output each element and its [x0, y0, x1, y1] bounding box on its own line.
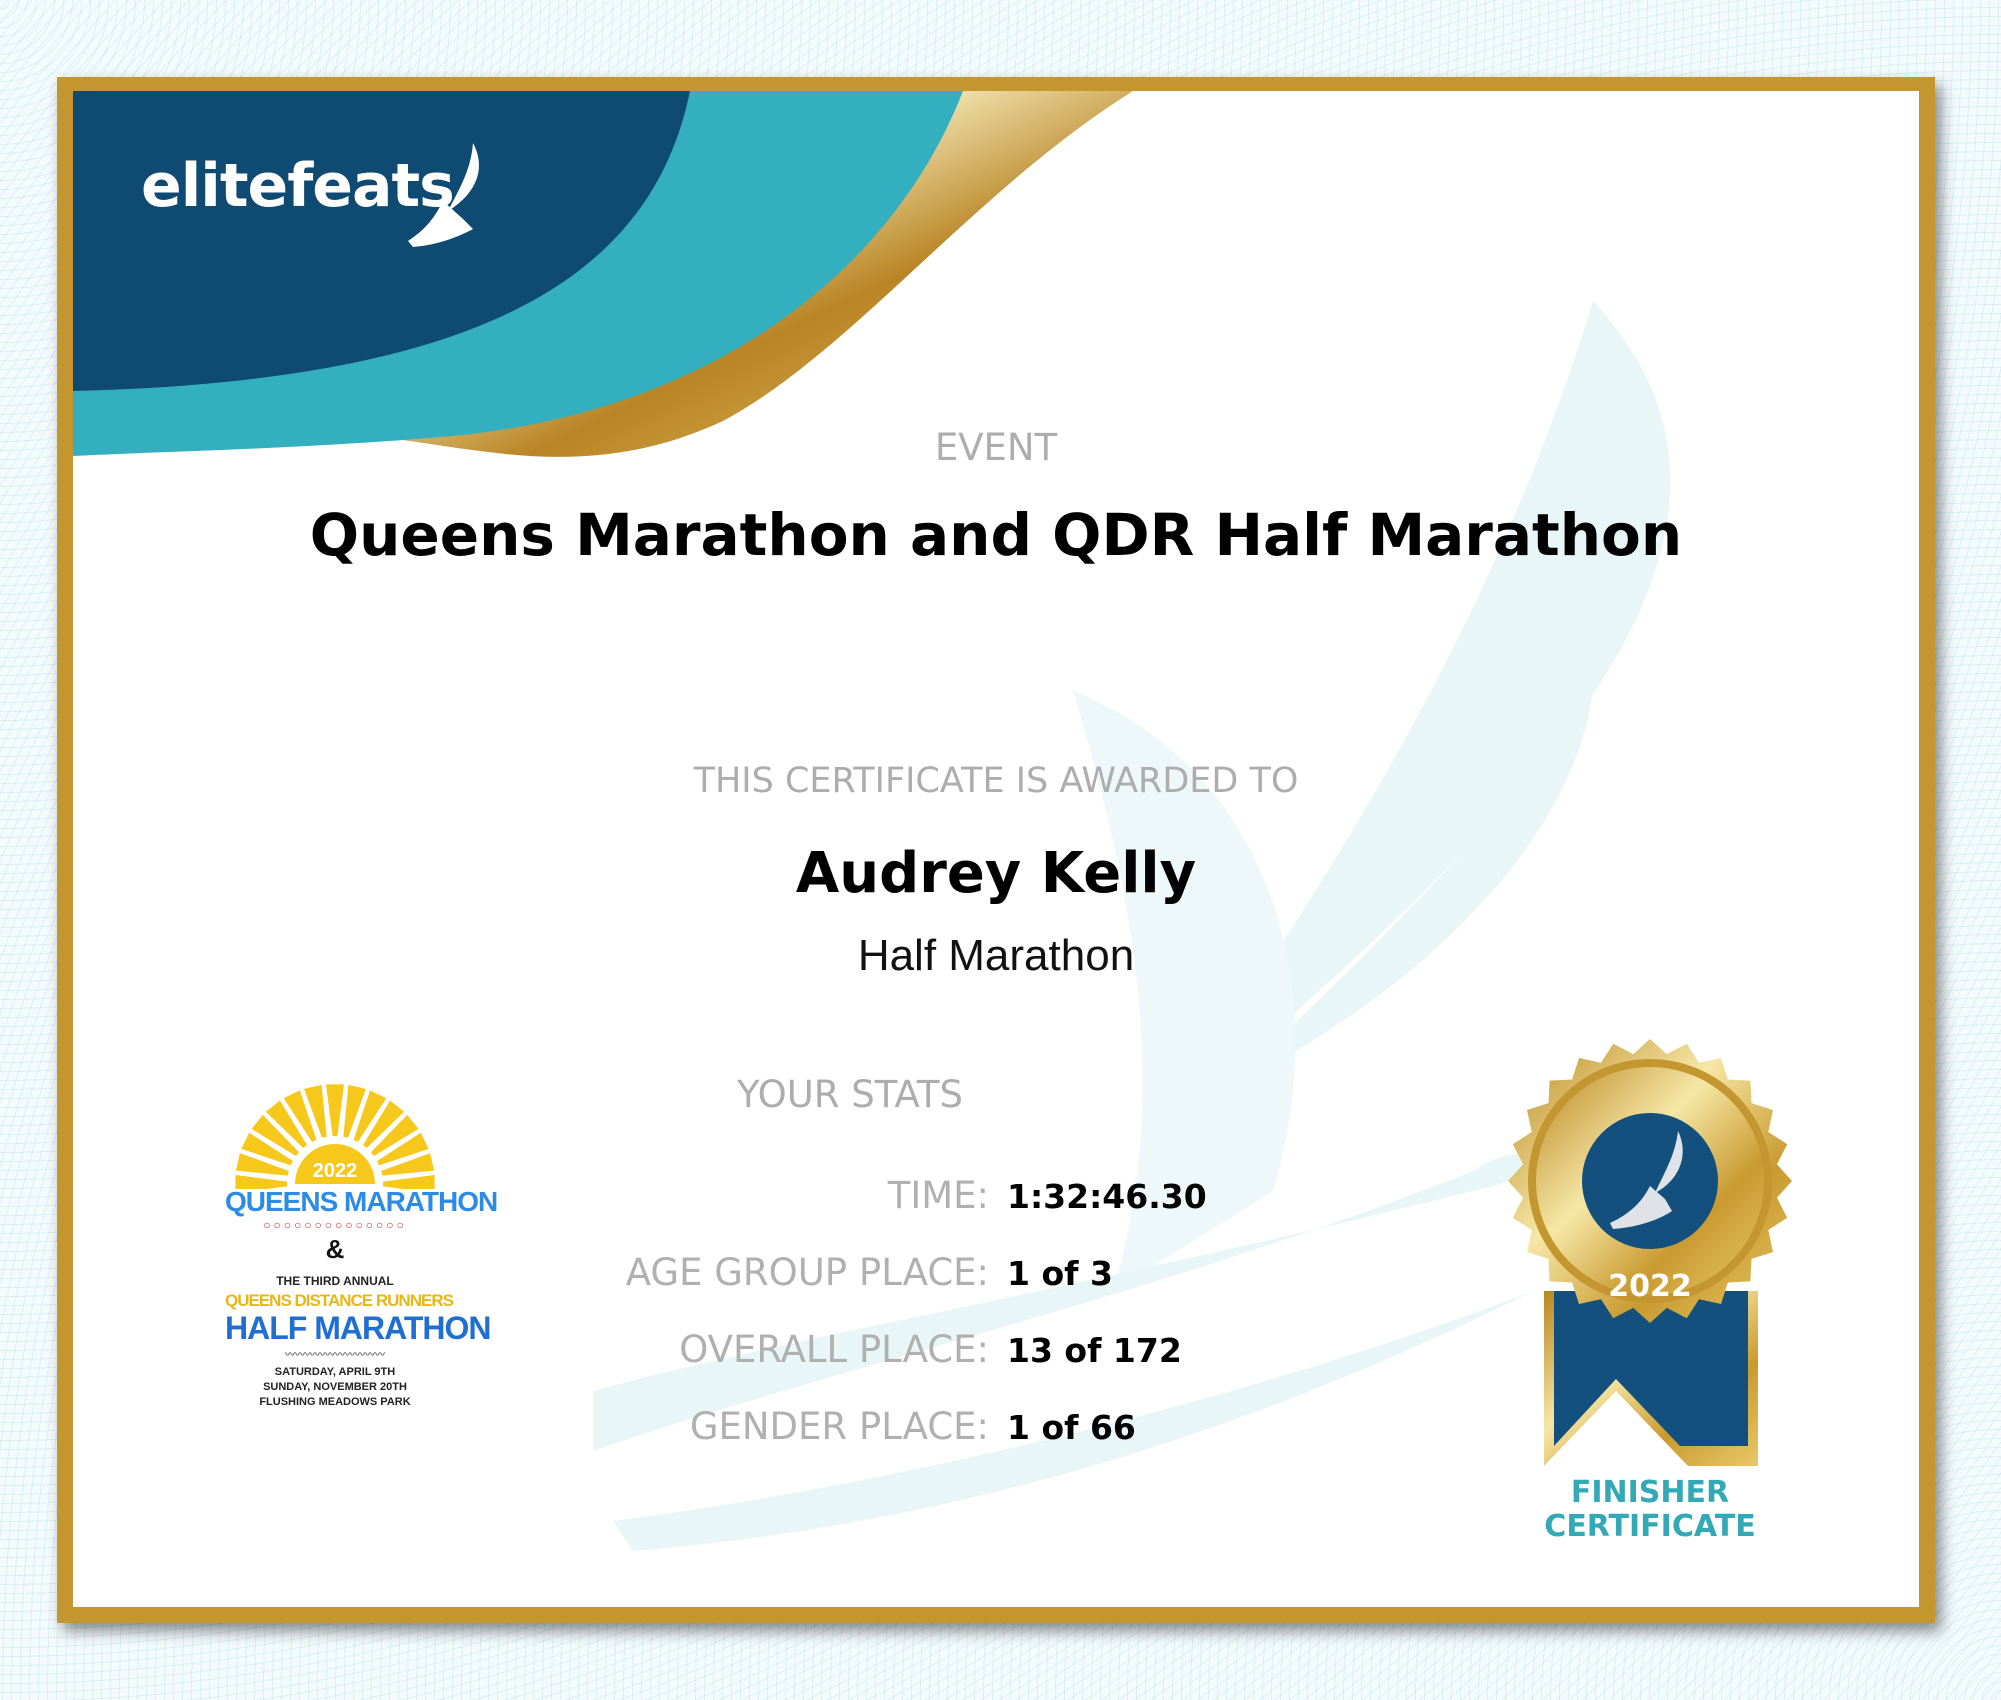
sun-ray — [283, 1090, 317, 1142]
certificate-frame: elitefeats EVENT Queens Marathon and QDR… — [57, 77, 1935, 1623]
awarded-to-label: THIS CERTIFICATE IS AWARDED TO — [693, 761, 1299, 801]
sun-ray — [382, 1175, 435, 1189]
caption-line1: FINISHER — [1570, 1475, 1730, 1510]
logo-wave: 〰〰〰〰〰〰〰〰〰〰 — [285, 1350, 385, 1361]
sun-ray — [241, 1132, 293, 1166]
sun-ray — [381, 1153, 435, 1176]
event-label: EVENT — [934, 426, 1058, 469]
logo-line2: THE THIRD ANNUAL — [276, 1274, 394, 1288]
stat-value: 1:32:46.30 — [1007, 1177, 1207, 1216]
sun-ray — [235, 1175, 288, 1189]
finisher-caption: FINISHER CERTIFICATE — [1500, 1476, 1800, 1544]
stat-value: 1 of 3 — [1007, 1254, 1113, 1293]
brand-logo-text: elitefeats — [141, 151, 455, 221]
sun-ray — [370, 1114, 419, 1156]
stat-label: AGE GROUP PLACE: — [625, 1251, 989, 1294]
stat-row-gender: GENDER PLACE: 1 of 66 — [73, 1405, 1919, 1465]
recipient-name: Audrey Kelly — [795, 841, 1197, 906]
winged-foot-icon — [1610, 1131, 1683, 1229]
logo-line3: QUEENS DISTANCE RUNNERS — [225, 1291, 454, 1310]
logo-line4: HALF MARATHON — [225, 1310, 491, 1346]
stat-value: 1 of 66 — [1007, 1408, 1136, 1447]
logo-dots: ○○○○○○○○○○○○○○ — [263, 1218, 407, 1232]
event-name: Queens Marathon and QDR Half Marathon — [309, 501, 1683, 569]
header-swoosh — [73, 91, 1133, 457]
winged-foot-logo-icon — [408, 143, 479, 247]
event-logo: 2022 QUEENS MARATHON ○○○○○○○○○○○○○○ & TH… — [225, 1084, 498, 1424]
stats-heading: YOUR STATS — [737, 1073, 963, 1116]
stat-label: TIME: — [887, 1174, 989, 1217]
sun-ray — [326, 1084, 344, 1137]
stat-row-age-group: AGE GROUP PLACE: 1 of 3 — [73, 1251, 1919, 1311]
medal-year: 2022 — [1608, 1269, 1692, 1304]
sun-ray — [363, 1100, 405, 1149]
logo-location: FLUSHING MEADOWS PARK — [259, 1396, 411, 1408]
finisher-medal — [1508, 1039, 1792, 1466]
sun-ray — [251, 1114, 300, 1156]
caption-line2: CERTIFICATE — [1544, 1509, 1756, 1544]
stat-label: GENDER PLACE: — [689, 1405, 989, 1448]
logo-amp: & — [325, 1234, 345, 1264]
sun-ray — [377, 1132, 429, 1166]
sun-rays-icon — [235, 1084, 435, 1189]
sun-ray — [343, 1084, 366, 1138]
logo-year: 2022 — [312, 1160, 358, 1182]
logo-date1: SATURDAY, APRIL 9TH — [274, 1366, 396, 1378]
stat-row-overall: OVERALL PLACE: 13 of 172 — [73, 1328, 1919, 1388]
sun-ray — [265, 1100, 307, 1149]
watermark-winged-foot-icon — [593, 301, 1671, 1551]
race-name: Half Marathon — [857, 931, 1135, 980]
certificate: elitefeats EVENT Queens Marathon and QDR… — [73, 91, 1919, 1607]
sun-ray — [304, 1084, 327, 1138]
logo-line1: QUEENS MARATHON — [225, 1186, 498, 1217]
sun-ray — [235, 1153, 289, 1176]
stat-value: 13 of 172 — [1007, 1331, 1182, 1370]
stat-row-time: TIME: 1:32:46.30 — [73, 1174, 1919, 1234]
stat-label: OVERALL PLACE: — [679, 1328, 989, 1371]
logo-date2: SUNDAY, NOVEMBER 20TH — [263, 1381, 407, 1393]
sun-ray — [353, 1090, 387, 1142]
